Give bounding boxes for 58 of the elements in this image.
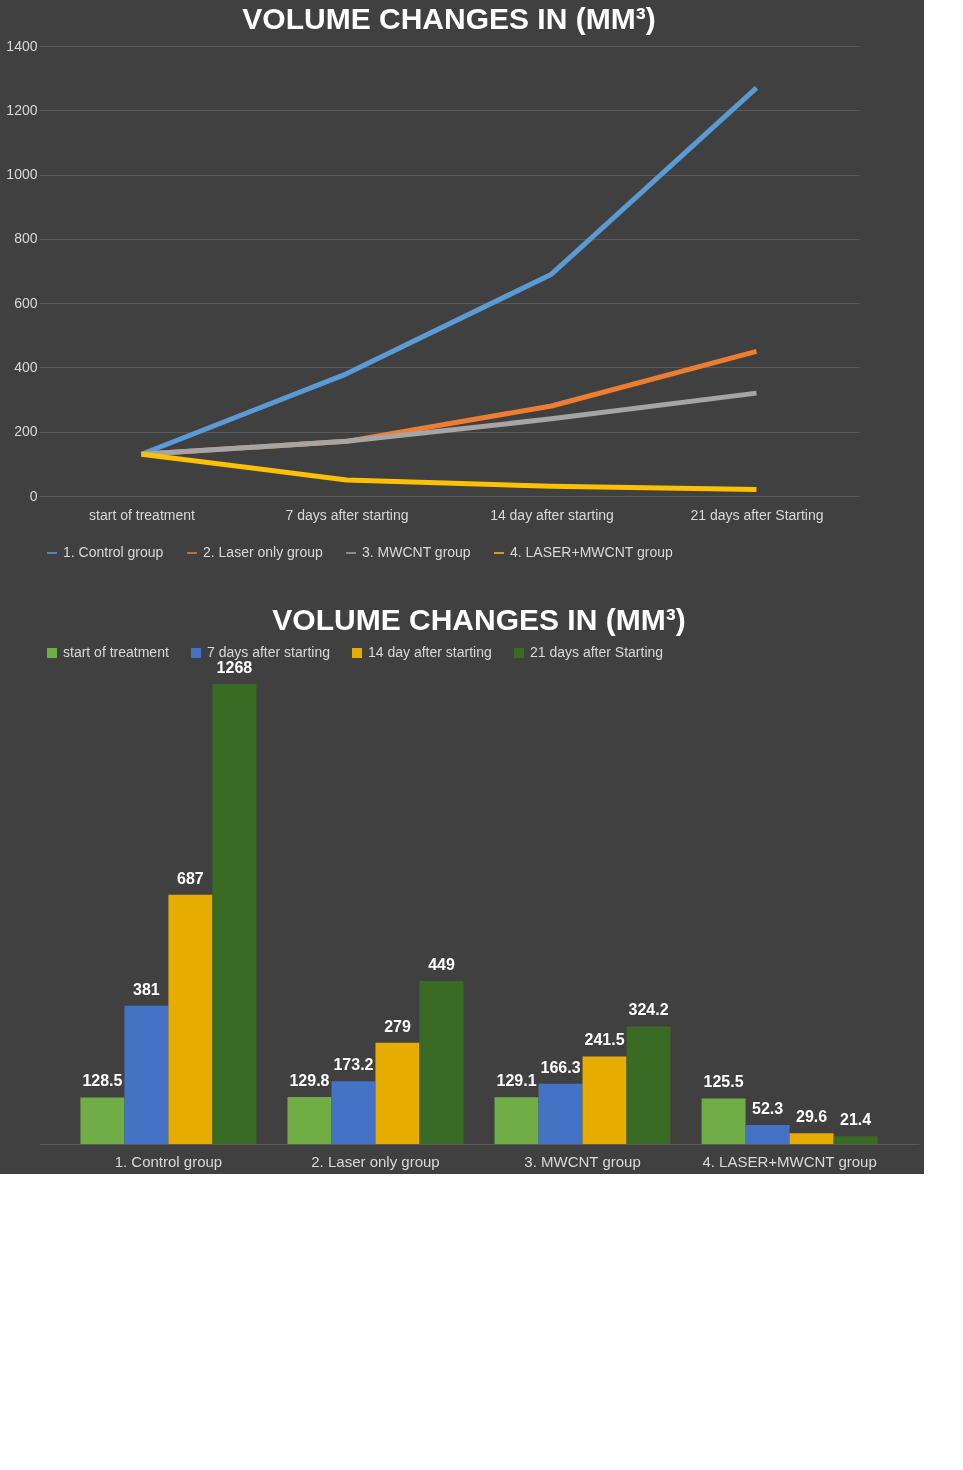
bar — [287, 1096, 332, 1144]
data-label: 381 — [133, 980, 160, 998]
x-tick-label: 21 days after Starting — [690, 506, 824, 523]
legend-label: 3. MWCNT group — [362, 544, 471, 560]
chart-title: VOLUME CHANGES IN (MM³) — [242, 2, 656, 35]
legend-label: 7 days after starting — [207, 644, 330, 660]
bar — [538, 1083, 583, 1144]
data-label: 1268 — [216, 659, 253, 676]
x-tick-label: 3. MWCNT group — [524, 1152, 641, 1170]
data-label: 125.5 — [703, 1073, 744, 1091]
x-tick-label: 4. LASER+MWCNT group — [702, 1152, 877, 1170]
bar — [701, 1098, 746, 1144]
y-tick-label: 200 — [14, 423, 38, 440]
legend-label: start of treatment — [63, 644, 169, 660]
data-label: 687 — [177, 869, 204, 887]
bar — [375, 1042, 420, 1144]
bar — [789, 1133, 834, 1144]
bar — [212, 684, 257, 1144]
chart-title: VOLUME CHANGES IN (MM³) — [272, 603, 686, 636]
x-tick-label: 14 day after starting — [490, 506, 614, 523]
bar — [168, 894, 213, 1144]
data-label: 128.5 — [82, 1072, 123, 1090]
data-label: 241.5 — [584, 1031, 625, 1049]
data-label: 29.6 — [796, 1108, 828, 1126]
y-tick-label: 800 — [14, 230, 38, 247]
legend-label: 4. LASER+MWCNT group — [510, 544, 673, 560]
y-tick-label: 1000 — [6, 166, 38, 183]
legend-label: 1. Control group — [63, 544, 164, 560]
data-label: 21.4 — [840, 1111, 872, 1129]
bar — [331, 1081, 376, 1144]
data-label: 129.1 — [496, 1072, 537, 1090]
y-tick-label: 600 — [14, 294, 38, 311]
y-tick-label: 1200 — [6, 101, 38, 118]
data-label: 279 — [384, 1017, 411, 1035]
bar — [745, 1125, 790, 1144]
bar — [80, 1097, 125, 1144]
x-tick-label: start of treatment — [89, 506, 196, 523]
data-label: 129.8 — [289, 1071, 330, 1089]
x-tick-label: 7 days after starting — [285, 506, 409, 523]
x-tick-label: 2. Laser only group — [311, 1152, 440, 1170]
data-label: 324.2 — [628, 1001, 669, 1019]
bar — [124, 1005, 169, 1144]
legend-label: 2. Laser only group — [203, 544, 324, 560]
data-label: 166.3 — [540, 1058, 581, 1076]
bar — [626, 1026, 671, 1144]
y-tick-label: 400 — [14, 358, 38, 375]
bar — [833, 1136, 878, 1144]
data-label: 173.2 — [333, 1056, 374, 1074]
legend-label: 21 days after Starting — [530, 644, 664, 660]
legend-label: 14 day after starting — [368, 644, 492, 660]
y-tick-label: 0 — [29, 487, 38, 504]
bar — [494, 1097, 539, 1144]
y-tick-label: 1400 — [6, 37, 38, 54]
data-label: 449 — [428, 956, 455, 974]
data-label: 52.3 — [752, 1100, 784, 1118]
x-tick-label: 1. Control group — [114, 1152, 223, 1170]
bar — [582, 1056, 627, 1144]
bar — [419, 981, 464, 1144]
